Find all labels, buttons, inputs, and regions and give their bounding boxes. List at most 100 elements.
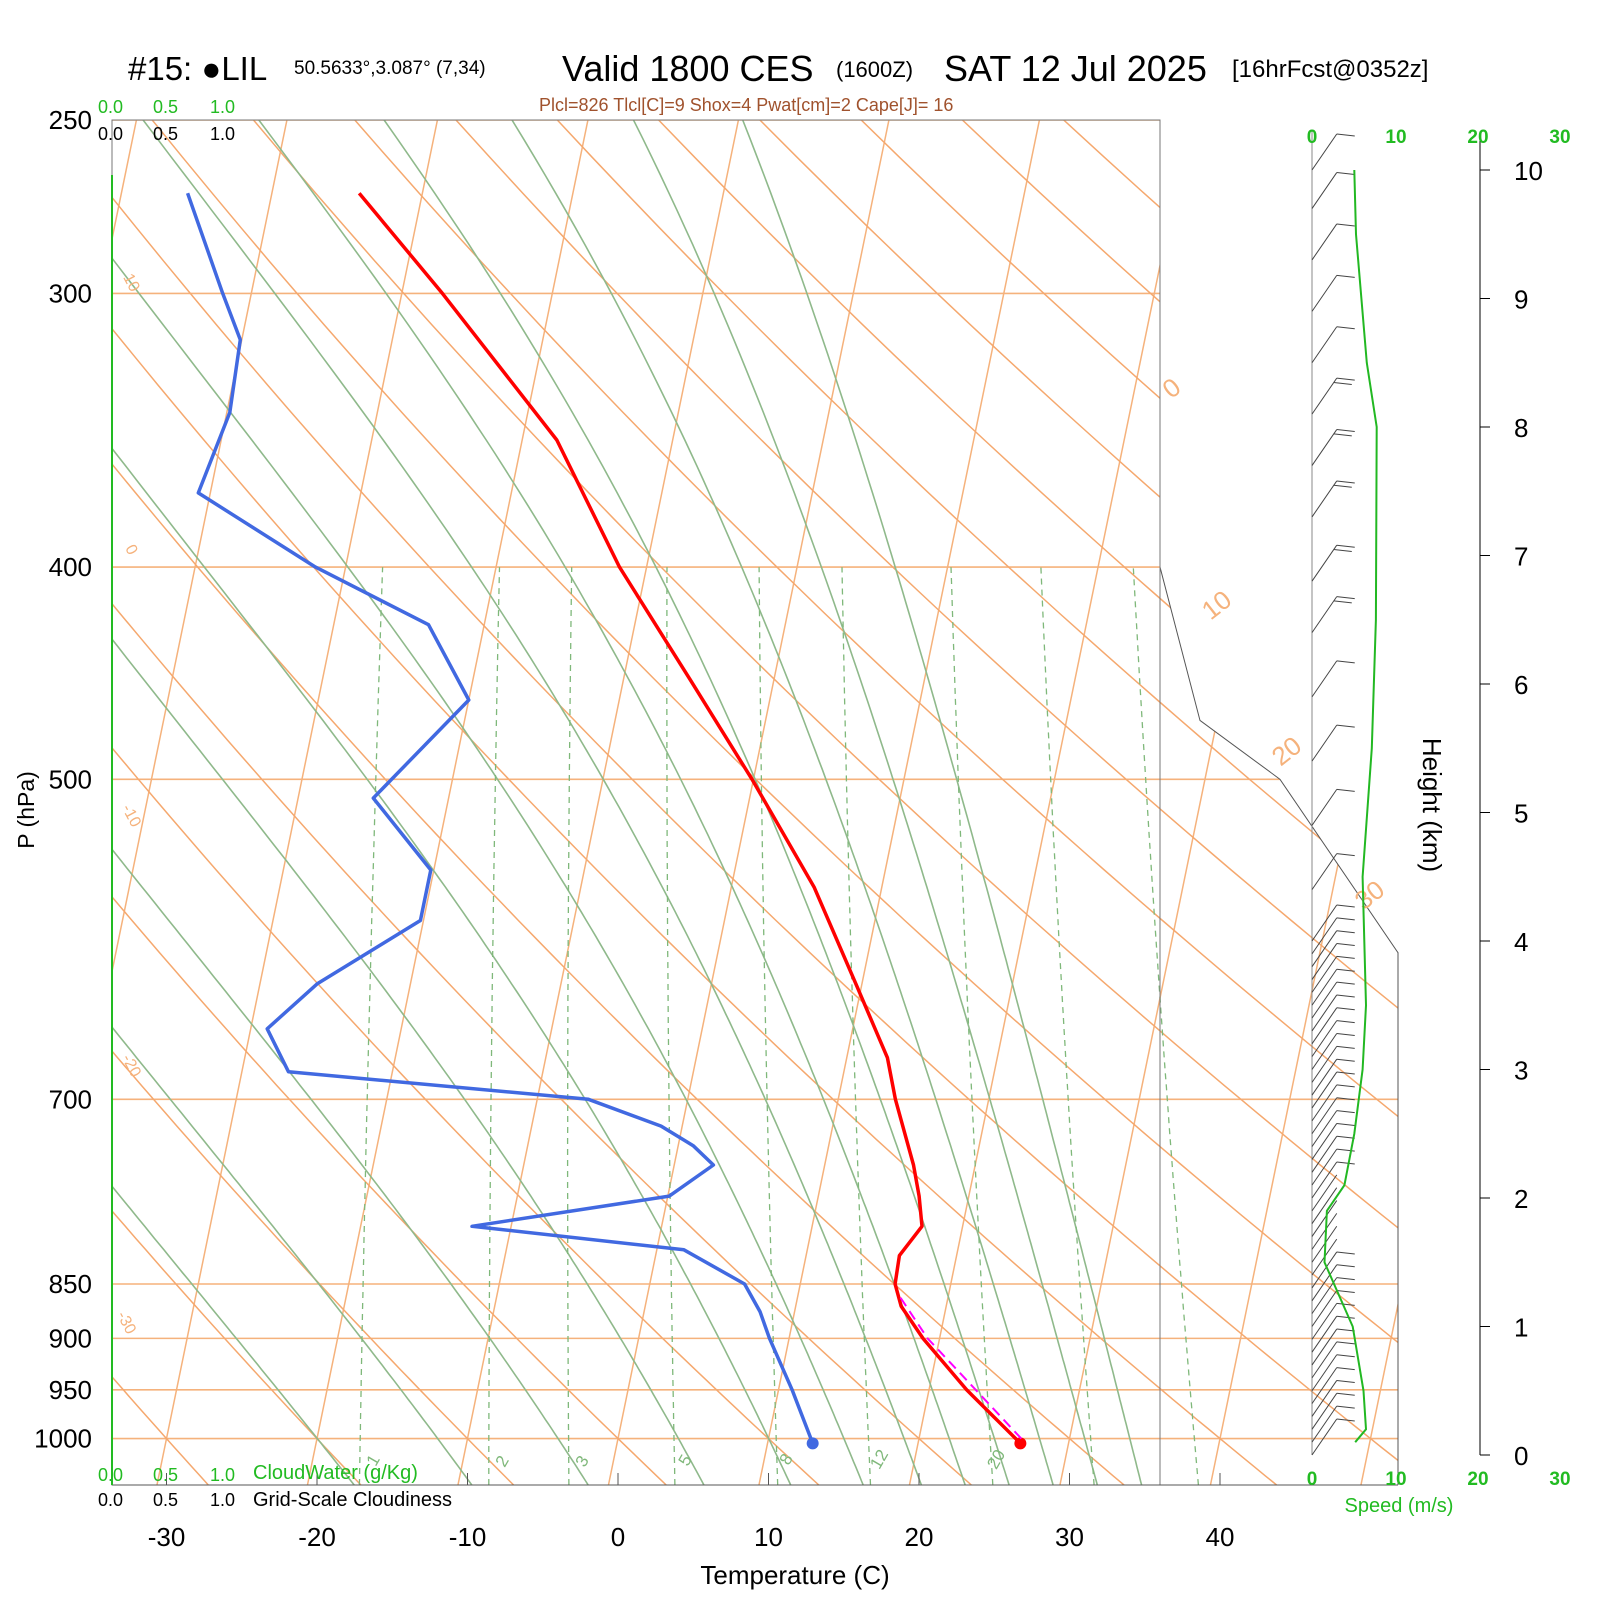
wind-barb-shaft bbox=[1311, 1046, 1338, 1083]
dry-adiabat-line bbox=[112, 120, 1125, 1485]
wind-barb-flag bbox=[1336, 596, 1355, 600]
cloudiness-scale-label: 1.0 bbox=[210, 124, 235, 144]
cloudiness-scale-label: 0.0 bbox=[98, 1490, 123, 1510]
wind-barb bbox=[1311, 1315, 1355, 1353]
wind-barb bbox=[1311, 1033, 1355, 1070]
pressure-tick-label: 950 bbox=[49, 1375, 92, 1405]
wind-barb-shaft bbox=[1311, 1264, 1338, 1302]
cloud-water-scale-label: 0.0 bbox=[98, 1465, 123, 1485]
wind-barb-flag bbox=[1336, 968, 1355, 972]
wind-speed-scale-label: 10 bbox=[1385, 127, 1406, 148]
dry-adiabat-line bbox=[112, 120, 667, 1485]
mixing-ratio-label: 3 bbox=[572, 1452, 593, 1470]
moist-adiabat-line bbox=[142, 120, 923, 1485]
wind-barb-flag bbox=[1336, 1302, 1355, 1306]
height-tick-label: 8 bbox=[1514, 413, 1528, 443]
dry-adiabat-line bbox=[1570, 120, 1600, 1485]
wind-barb-flag bbox=[1336, 133, 1355, 137]
wind-barb bbox=[1311, 326, 1355, 364]
wind-barb-shaft bbox=[1311, 1148, 1338, 1186]
wind-barb-shaft bbox=[1311, 1174, 1338, 1212]
mixing-ratio-line bbox=[666, 567, 676, 1485]
wind-barb bbox=[1311, 1071, 1355, 1109]
moist-adiabat-line bbox=[258, 120, 966, 1485]
wind-speed-scale-label: 30 bbox=[1549, 127, 1570, 148]
wind-speed-profile-line bbox=[1323, 169, 1378, 1443]
wind-barb-flag bbox=[1336, 1315, 1355, 1319]
wind-barb-shaft bbox=[1311, 1136, 1338, 1173]
pressure-tick-label: 700 bbox=[49, 1084, 92, 1114]
wind-barb-shaft bbox=[1311, 724, 1338, 762]
wind-barb bbox=[1311, 429, 1355, 466]
wind-barb bbox=[1311, 1341, 1355, 1379]
isotherm-line bbox=[306, 120, 589, 1485]
wind-barb-flag bbox=[1336, 1033, 1355, 1036]
wind-barb-shaft bbox=[1311, 1341, 1338, 1379]
wind-barb-flag bbox=[1336, 1110, 1355, 1114]
wind-barb-shaft bbox=[1311, 930, 1338, 967]
wind-barb-shaft bbox=[1311, 377, 1338, 415]
wind-barb bbox=[1311, 1020, 1355, 1057]
wind-barb-flag bbox=[1336, 223, 1355, 227]
wind-barb-flag bbox=[1333, 484, 1352, 488]
wind-barb-shaft bbox=[1311, 1187, 1338, 1224]
cloud-water-scale-label: 1.0 bbox=[210, 1465, 235, 1485]
wind-barb bbox=[1311, 1097, 1355, 1135]
wind-speed-axis-label: Speed (m/s) bbox=[1345, 1495, 1454, 1517]
dry-adiabat-line bbox=[556, 120, 1398, 1485]
wind-barb bbox=[1311, 1110, 1355, 1147]
wind-barb-flag bbox=[1336, 480, 1355, 484]
wind-barb-shaft bbox=[1311, 544, 1338, 582]
mixing-ratio-line bbox=[488, 567, 501, 1485]
wind-barb bbox=[1311, 544, 1355, 582]
wind-barb-shaft bbox=[1311, 223, 1338, 261]
pressure-tick-label: 900 bbox=[49, 1323, 92, 1353]
wind-barb-shaft bbox=[1311, 480, 1338, 518]
wind-barb-shaft bbox=[1311, 596, 1338, 633]
wind-barb-flag bbox=[1333, 600, 1352, 604]
moist-adiabat-line bbox=[741, 120, 1143, 1485]
wind-barb bbox=[1311, 1045, 1355, 1083]
isotherm-label: 10 bbox=[119, 271, 142, 295]
moist-adiabat-line bbox=[511, 120, 1054, 1485]
wind-barb-shaft bbox=[1311, 994, 1338, 1032]
dry-adiabat-line bbox=[112, 120, 1398, 1485]
wind-barb-flag bbox=[1336, 1379, 1355, 1383]
mixing-ratio-label: 20 bbox=[983, 1446, 1009, 1472]
wind-barb-flag bbox=[1336, 172, 1355, 176]
isotherm-line bbox=[156, 120, 439, 1485]
wind-barb-shaft bbox=[1311, 1213, 1338, 1250]
height-tick-label: 2 bbox=[1514, 1184, 1528, 1214]
wind-barb-shaft bbox=[1311, 1033, 1338, 1070]
wind-barb-shaft bbox=[1311, 853, 1338, 890]
wind-barb-flag bbox=[1336, 1251, 1355, 1255]
temperature-axis-label: Temperature (C) bbox=[700, 1560, 889, 1590]
mixing-ratio-line bbox=[566, 567, 573, 1485]
wind-speed-scale-label: 20 bbox=[1467, 1469, 1488, 1490]
forecast-hour: [16hrFcst@0352z] bbox=[1232, 56, 1429, 83]
wind-barb-flag bbox=[1336, 1367, 1355, 1371]
wind-barb-shaft bbox=[1311, 789, 1338, 826]
mixing-ratio-line bbox=[1132, 567, 1200, 1485]
wind-barb-flag bbox=[1333, 549, 1352, 553]
pressure-tick-label: 850 bbox=[49, 1269, 92, 1299]
wind-barb-shaft bbox=[1311, 1367, 1338, 1404]
pressure-tick-label: 300 bbox=[49, 278, 92, 308]
wind-barb bbox=[1311, 1200, 1338, 1237]
wind-barb bbox=[1311, 1392, 1355, 1430]
height-tick-label: 7 bbox=[1514, 542, 1528, 572]
wind-barb bbox=[1311, 660, 1355, 698]
parcel-path-line bbox=[897, 1294, 1023, 1440]
wind-barb bbox=[1311, 968, 1355, 1006]
wind-barb-shaft bbox=[1311, 917, 1338, 955]
wind-barb-flag bbox=[1336, 1341, 1355, 1345]
temperature-tick-label: -20 bbox=[298, 1522, 336, 1552]
pressure-axis-label: P (hPa) bbox=[13, 771, 39, 849]
dewpoint-profile-line bbox=[185, 192, 815, 1444]
wind-barb-flag bbox=[1336, 377, 1355, 381]
isotherm-label: -10 bbox=[118, 802, 144, 830]
valid-time: Valid 1800 CES bbox=[562, 48, 814, 89]
wind-barb bbox=[1311, 1328, 1355, 1366]
wind-barb bbox=[1311, 1161, 1355, 1199]
wind-barb bbox=[1311, 1418, 1355, 1456]
